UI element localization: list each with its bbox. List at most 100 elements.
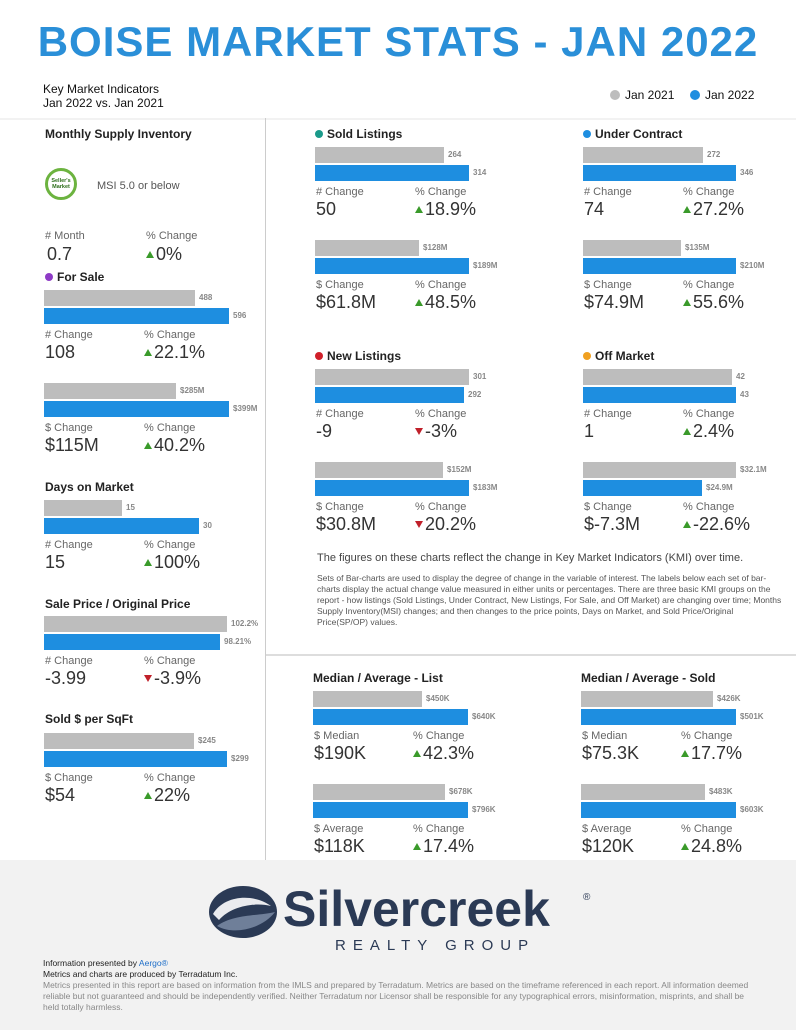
bar-jan-2022-new_listings_count (315, 387, 464, 403)
bar-jan-2021-sp_op (44, 616, 227, 632)
metric-label: # Change (45, 329, 93, 341)
value-text: 42.3% (423, 743, 475, 763)
legend-dot-icon (690, 90, 700, 100)
value-text: 1 (584, 421, 595, 441)
metric-value: $74.9M (584, 292, 644, 313)
bar-jan-2021-sold_count (315, 147, 444, 163)
subtitle-line-2: Jan 2022 vs. Jan 2021 (43, 96, 164, 110)
chart-title-for_sale_count: For Sale (45, 270, 104, 284)
series-dot-icon (583, 352, 591, 360)
metric-label: # Change (316, 186, 364, 198)
bar-jan-2022-days_on_market (44, 518, 199, 534)
msi-threshold-text: MSI 5.0 or below (97, 180, 180, 192)
up-arrow-icon (144, 559, 152, 566)
bar-jan-2022-new_listings_volume (315, 480, 469, 496)
bar-jan-2021-for_sale_count (44, 290, 195, 306)
footer-disclaimer: Metrics presented in this report are bas… (43, 980, 749, 1012)
metric-value: 74 (584, 199, 604, 220)
value-text: $74.9M (584, 292, 645, 312)
metric-value: -9 (316, 421, 332, 442)
down-arrow-icon (415, 428, 423, 435)
metric-value: 17.7% (681, 743, 742, 764)
bar-value-label: 272 (707, 150, 721, 159)
bar-value-label: $285M (180, 386, 205, 395)
chart-title-text: New Listings (327, 349, 402, 363)
chart-title-text: Median / Average - Sold (581, 671, 716, 685)
metric-value: $190K (314, 743, 366, 764)
metric-value: $-7.3M (584, 514, 640, 535)
metric-label: $ Change (316, 501, 364, 513)
up-arrow-icon (683, 521, 691, 528)
aergo-link[interactable]: Aergo® (138, 958, 168, 968)
metric-value: 22.1% (144, 342, 205, 363)
up-arrow-icon (681, 843, 689, 850)
metric-value: 20.2% (415, 514, 476, 535)
metric-label: # Change (45, 655, 93, 667)
bar-value-label: 301 (473, 372, 487, 381)
chart-title-text: Days on Market (45, 480, 134, 494)
bar-jan-2021-sold_average (581, 784, 705, 800)
value-text: -3% (425, 421, 458, 441)
bar-value-label: $24.9M (706, 483, 733, 492)
series-dot-icon (315, 130, 323, 138)
value-text: 24.8% (691, 836, 743, 856)
logo-tagline-text: REALTY GROUP (335, 937, 535, 954)
bar-value-label: $501K (740, 712, 764, 721)
metric-label: # Change (45, 539, 93, 551)
value-text: 20.2% (425, 514, 477, 534)
metric-label: $ Change (584, 279, 632, 291)
bar-jan-2022-for_sale_count (44, 308, 229, 324)
bar-value-label: 488 (199, 293, 213, 302)
chart-title-text: Sold $ per SqFt (45, 712, 134, 726)
up-arrow-icon (413, 750, 421, 757)
value-text: 74 (584, 199, 605, 219)
up-arrow-icon (144, 349, 152, 356)
value-text: $115M (45, 435, 99, 455)
value-text: -9 (316, 421, 333, 441)
metric-value: 15 (45, 552, 65, 573)
logo-name-text: Silvercreek (283, 881, 550, 937)
bar-value-label: $399M (233, 404, 258, 413)
page-title: BOISE MARKET STATS - JAN 2022 (37, 18, 759, 65)
bar-jan-2021-off_market_count (583, 369, 732, 385)
metric-label: $ Change (584, 501, 632, 513)
footer-presented: Information presented by Aergo® (43, 958, 168, 969)
bar-jan-2021-under_contract_count (583, 147, 703, 163)
chart-title-text: For Sale (57, 270, 105, 284)
bar-jan-2022-list_average (313, 802, 468, 818)
metric-label: % Change (144, 422, 196, 434)
metric-value: 40.2% (144, 435, 205, 456)
bar-jan-2022-under_contract_count (583, 165, 736, 181)
value-text: 15 (45, 552, 66, 572)
up-arrow-icon (415, 299, 423, 306)
metric-label: % Change (681, 730, 733, 742)
badge-text: Seller's Market (51, 178, 71, 190)
msi-title: Monthly Supply Inventory (45, 127, 192, 141)
bar-jan-2022-under_contract_volume (583, 258, 736, 274)
metric-value: $30.8M (316, 514, 376, 535)
bar-jan-2022-sp_op (44, 634, 220, 650)
value-text: 0.7 (47, 244, 73, 264)
metric-value: -3.9% (144, 668, 201, 689)
value-text: 22.1% (154, 342, 206, 362)
metric-value: -22.6% (683, 514, 750, 535)
chart-title-under_contract_count: Under Contract (583, 127, 682, 141)
bar-value-label: $450K (426, 694, 450, 703)
legend-dot-icon (610, 90, 620, 100)
chart-title-text: Sold Listings (327, 127, 403, 141)
metric-label: % Change (413, 730, 465, 742)
chart-title-text: Under Contract (595, 127, 683, 141)
bar-jan-2021-list_average (313, 784, 445, 800)
chart-title-sp_op: Sale Price / Original Price (45, 597, 190, 611)
bar-jan-2021-for_sale_volume (44, 383, 176, 399)
footer-produced: Metrics and charts are produced by Terra… (43, 969, 238, 979)
metric-label: $ Change (45, 772, 93, 784)
bar-value-label: 102.2% (231, 619, 259, 628)
value-text: 27.2% (693, 199, 745, 219)
chart-title-text: Sale Price / Original Price (45, 597, 191, 611)
chart-title-off_market_count: Off Market (583, 349, 654, 363)
metric-value: 1 (584, 421, 594, 442)
metric-value: $61.8M (316, 292, 376, 313)
value-text: -3.9% (154, 668, 202, 688)
bar-jan-2021-list_median (313, 691, 422, 707)
